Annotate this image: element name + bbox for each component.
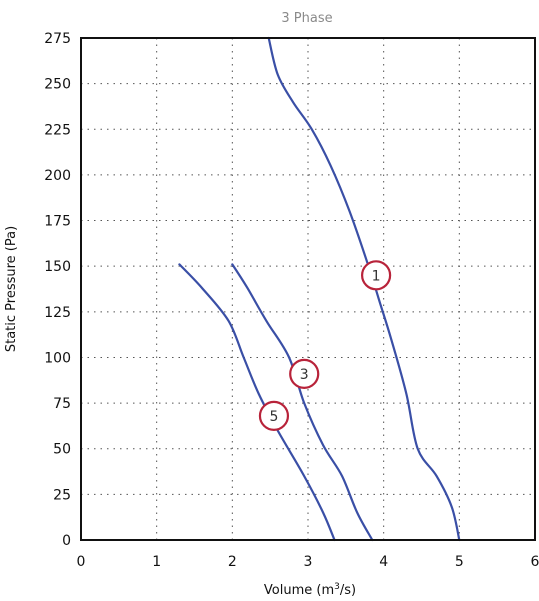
- y-tick-label: 75: [53, 396, 71, 412]
- gridlines: [81, 38, 535, 540]
- y-tick-labels: 0 25 50 75 100 125 150 175 200 225 250 275: [44, 31, 71, 549]
- y-tick-label: 275: [44, 31, 71, 47]
- y-tick-label: 225: [44, 122, 71, 138]
- series-label-circle: [289, 358, 320, 389]
- y-tick-label: 175: [44, 214, 71, 230]
- x-tick-label: 3: [304, 554, 313, 570]
- x-tick-label: 5: [455, 554, 464, 570]
- x-axis-label-tail: /s): [340, 583, 356, 598]
- series-label-3: 3: [289, 358, 320, 389]
- series-label-circle: [258, 400, 290, 431]
- series-label-5: 5: [258, 400, 290, 431]
- series-lines: [178, 36, 461, 542]
- series-label-text: 3: [300, 367, 309, 383]
- series-line-5: [178, 263, 336, 542]
- y-tick-label: 200: [44, 168, 71, 184]
- x-axis-label: Volume (m3/s): [264, 582, 356, 598]
- plot-frame: [80, 37, 536, 541]
- y-tick-label: 150: [44, 259, 71, 275]
- y-tick-label: 100: [44, 350, 71, 366]
- chart-title: 3 Phase: [281, 11, 332, 26]
- x-tick-labels: 0 1 2 3 4 5 6: [77, 554, 539, 570]
- y-tick-label: 0: [62, 533, 71, 549]
- x-tick-label: 0: [77, 554, 86, 570]
- x-tick-label: 6: [531, 554, 539, 570]
- x-tick-label: 2: [228, 554, 237, 570]
- series-label-text: 5: [269, 409, 278, 425]
- y-axis-label: Static Pressure (Pa): [4, 226, 19, 352]
- x-axis-label-sup: 3: [334, 582, 340, 592]
- x-tick-label: 4: [379, 554, 388, 570]
- y-tick-label: 250: [44, 77, 71, 93]
- series-line-3: [231, 263, 374, 542]
- y-tick-label: 125: [44, 305, 71, 321]
- series-label-circle: [361, 260, 392, 291]
- series-labels: 1 3 5: [258, 260, 392, 431]
- y-tick-label: 50: [53, 442, 71, 458]
- x-axis-label-main: Volume (m: [264, 583, 334, 598]
- series-label-1: 1: [361, 260, 392, 291]
- y-tick-label: 25: [53, 487, 71, 503]
- x-tick-label: 1: [152, 554, 161, 570]
- series-label-text: 1: [372, 268, 381, 284]
